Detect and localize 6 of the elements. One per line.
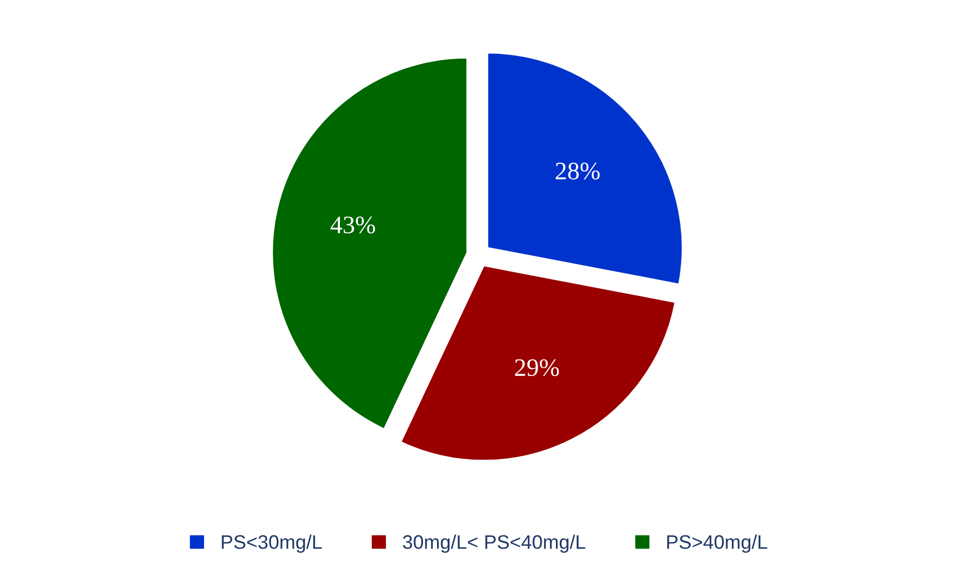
legend-label: PS<30mg/L [222, 534, 322, 553]
data-label: 28% [556, 162, 600, 180]
legend-label: PS>40mg/L [667, 534, 768, 553]
data-label: 43% [330, 216, 376, 234]
legend-label: 30mg/L< PS<40mg/L [402, 534, 586, 553]
data-label: 29% [515, 359, 559, 376]
